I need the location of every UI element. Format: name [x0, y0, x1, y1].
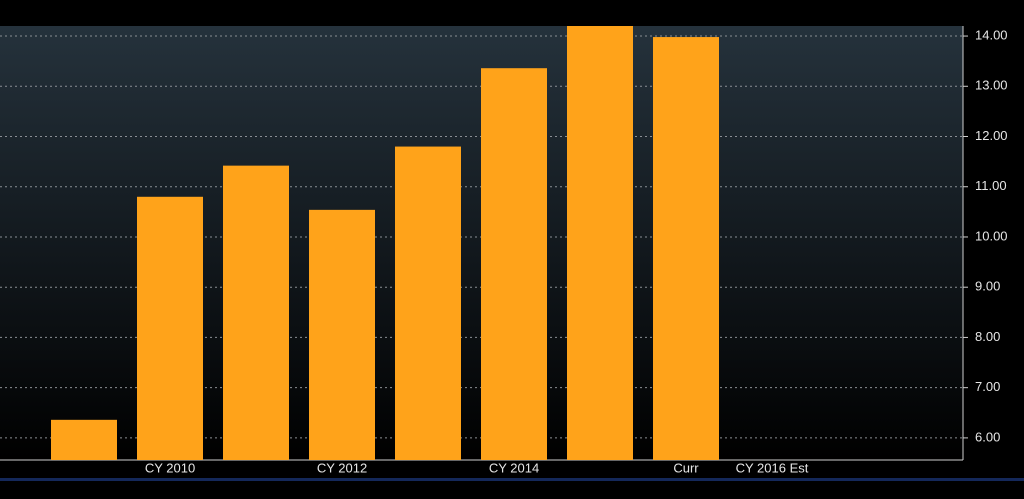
x-tick-label: CY 2014	[489, 460, 539, 475]
y-tick-label: 10.00	[975, 228, 1008, 243]
x-tick-label: Curr	[673, 460, 699, 475]
y-tick-label: 14.00	[975, 27, 1008, 42]
y-tick-label: 8.00	[975, 329, 1000, 344]
bar	[51, 419, 117, 460]
y-tick-label: 11.00	[975, 178, 1007, 193]
x-tick-label: CY 2016 Est	[736, 460, 809, 475]
x-tick-label: CY 2012	[317, 460, 367, 475]
y-tick-label: 12.00	[975, 128, 1008, 143]
bar	[481, 68, 547, 460]
bar	[567, 26, 633, 460]
bar	[395, 146, 461, 461]
y-tick-label: 7.00	[975, 379, 1000, 394]
y-tick-label: 13.00	[975, 78, 1008, 93]
x-tick-label: CY 2010	[145, 460, 195, 475]
bar	[653, 37, 719, 460]
y-tick-label: 6.00	[975, 429, 1000, 444]
y-tick-label: 9.00	[975, 279, 1000, 294]
bar	[137, 196, 203, 460]
bottom-bar	[0, 478, 1024, 481]
bar	[223, 165, 289, 460]
bar	[309, 209, 375, 460]
